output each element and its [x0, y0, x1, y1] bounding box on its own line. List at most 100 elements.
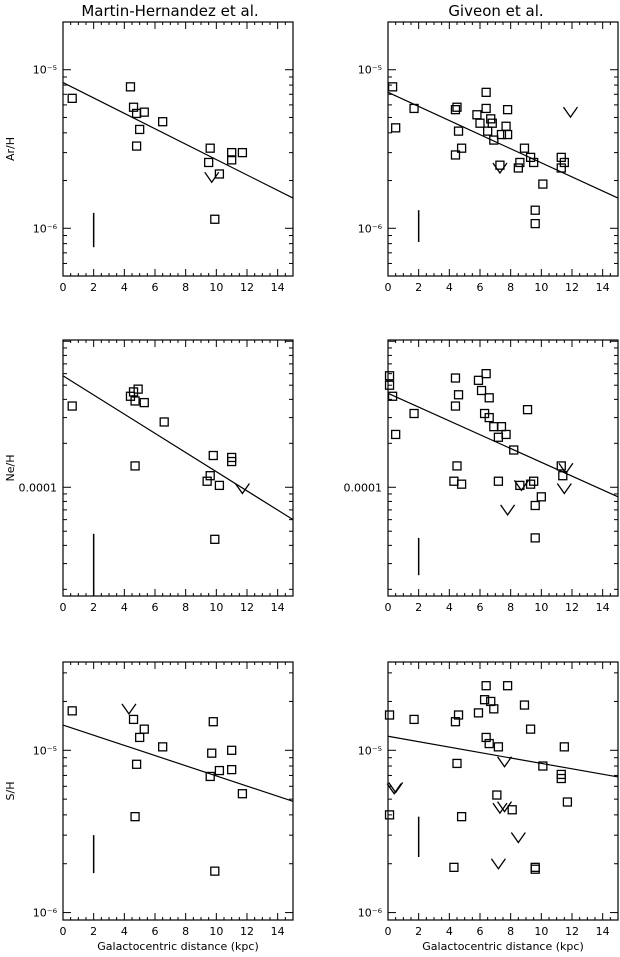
data-point — [493, 476, 504, 486]
data-point — [529, 476, 539, 486]
plot-frame — [62, 339, 294, 597]
data-point — [556, 773, 566, 784]
data-point — [130, 812, 140, 822]
data-point — [525, 479, 536, 489]
data-point — [131, 759, 142, 769]
x-tick-label: 6 — [152, 601, 159, 614]
data-point — [205, 771, 215, 782]
data-point — [139, 724, 149, 734]
data-point — [519, 700, 530, 710]
panels: 0 2 4 6 8 10 12 14 10⁻⁵ 10⁻⁶ Ar/H 0 2 4 6 8 10 12 14 10⁻⁵ 10… — [4, 21, 619, 953]
data-point — [450, 150, 461, 160]
data-point — [530, 218, 540, 229]
data-point — [515, 157, 525, 168]
x-tick-label: 2 — [415, 601, 422, 614]
data-point — [237, 789, 248, 799]
data-point — [450, 401, 461, 411]
x-tick-label: 8 — [507, 601, 514, 614]
plot-frame — [387, 661, 619, 921]
data-point — [558, 471, 568, 481]
data-point — [158, 117, 168, 127]
data-point — [479, 695, 490, 705]
data-point — [128, 102, 139, 112]
data-point — [409, 408, 419, 419]
x-tick-label: 8 — [182, 281, 189, 294]
x-tick-label: 4 — [121, 601, 128, 614]
x-tick-label: 12 — [565, 281, 579, 294]
data-point — [227, 745, 237, 755]
data-point — [205, 143, 215, 153]
data-point — [562, 797, 573, 807]
data-point — [483, 126, 493, 136]
x-tick-label: 14 — [596, 281, 610, 294]
data-point — [384, 380, 395, 390]
data-point — [450, 373, 461, 383]
y-tick-label: 0.0001 — [344, 481, 383, 494]
data-point — [130, 461, 140, 471]
y-tick-label: 10⁻⁶ — [33, 907, 58, 920]
data-point — [387, 82, 398, 92]
data-point — [502, 129, 513, 140]
data-point — [456, 479, 467, 489]
data-point — [384, 371, 395, 381]
data-point — [159, 417, 169, 427]
data-point — [139, 397, 149, 408]
data-point — [502, 105, 513, 115]
x-tick-label: 12 — [565, 601, 579, 614]
data-point — [530, 862, 540, 872]
data-point — [384, 710, 395, 720]
upper-limit — [497, 801, 513, 813]
x-tick-label: 12 — [240, 601, 254, 614]
x-axis-label: Galactocentric distance (kpc) — [422, 940, 583, 953]
data-point — [207, 748, 217, 758]
x-tick-label: 10 — [534, 601, 548, 614]
data-point — [210, 534, 220, 544]
upper-limit — [500, 504, 516, 517]
y-tick-label: 0.0001 — [19, 481, 58, 494]
data-point — [484, 738, 494, 749]
data-point — [489, 135, 499, 145]
data-point — [130, 396, 140, 406]
x-tick-label: 10 — [534, 281, 548, 294]
y-tick-label: 10⁻⁵ — [358, 64, 382, 77]
y-tick-label: 10⁻⁵ — [33, 744, 57, 757]
data-point — [501, 121, 511, 131]
x-tick-label: 2 — [415, 281, 422, 294]
plot-frame — [387, 339, 619, 597]
data-point — [556, 163, 566, 173]
x-tick-label: 8 — [182, 601, 189, 614]
data-point — [453, 710, 464, 720]
data-point — [502, 681, 513, 691]
data-point — [67, 401, 77, 411]
data-point — [205, 471, 215, 481]
x-tick-label: 4 — [121, 281, 128, 294]
data-point — [509, 445, 519, 455]
fit-line — [62, 82, 294, 199]
x-tick-label: 10 — [209, 281, 223, 294]
fit-line — [387, 392, 619, 498]
data-point — [139, 107, 149, 117]
panel-s-giveon: 0 2 4 6 8 10 12 14 10⁻⁵ 10⁻⁶ Galactocentric distan… — [358, 661, 619, 953]
data-point — [559, 742, 569, 752]
data-point — [515, 480, 525, 491]
data-point — [538, 179, 548, 189]
x-tick-label: 2 — [90, 925, 97, 938]
data-point — [481, 103, 491, 114]
x-tick-label: 6 — [152, 281, 159, 294]
data-point — [214, 765, 225, 776]
y-axis-label: S/H — [4, 782, 17, 801]
x-tick-label: 6 — [477, 925, 484, 938]
x-tick-label: 10 — [534, 925, 548, 938]
data-point — [538, 761, 548, 771]
data-point — [495, 160, 505, 170]
x-tick-label: 0 — [385, 281, 392, 294]
data-point — [473, 375, 484, 385]
upper-limit — [492, 802, 508, 815]
data-point — [227, 147, 237, 158]
x-tick-label: 8 — [507, 281, 514, 294]
data-point — [476, 385, 487, 396]
data-point — [530, 205, 540, 215]
data-point — [450, 105, 461, 115]
x-tick-label: 6 — [477, 281, 484, 294]
